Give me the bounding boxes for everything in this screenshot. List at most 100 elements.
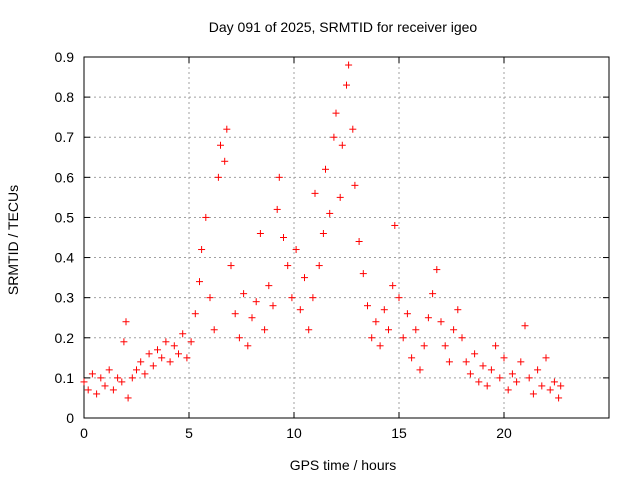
data-point [555, 394, 563, 402]
data-point [399, 334, 407, 342]
data-point [534, 366, 542, 374]
y-tick-label: 0.1 [55, 370, 75, 386]
data-point [445, 358, 453, 366]
data-point [385, 326, 392, 334]
data-point [351, 181, 359, 189]
data-point [128, 374, 136, 382]
data-point [221, 157, 229, 165]
y-tick-label: 0.6 [55, 169, 75, 185]
axis-ticks: 0 5 10 15 20 0 0.1 0.2 0.3 0.4 0.5 0.6 0.7 0.8 0.9 [55, 49, 609, 441]
x-axis-label: GPS time / hours [290, 457, 397, 473]
data-point [437, 318, 445, 326]
data-point [133, 366, 140, 374]
data-point [322, 165, 329, 173]
data-point [557, 382, 565, 390]
data-point [372, 318, 380, 326]
data-point [248, 314, 256, 322]
data-point [403, 310, 411, 318]
data-point [441, 342, 449, 350]
data-point [191, 310, 199, 318]
data-point [162, 338, 170, 346]
data-point [158, 354, 166, 362]
data-point [206, 294, 214, 302]
y-tick-label: 0.8 [55, 89, 75, 105]
data-point [380, 306, 388, 314]
data-point [529, 390, 537, 398]
data-point [122, 318, 130, 326]
data-point [462, 358, 470, 366]
data-point [84, 386, 92, 394]
data-point [475, 378, 483, 386]
data-point [359, 270, 367, 278]
data-point [326, 209, 334, 217]
data-point [217, 141, 224, 149]
data-point [454, 306, 462, 314]
x-tick-label: 20 [496, 425, 512, 441]
data-point [296, 306, 304, 314]
data-point [145, 350, 153, 358]
data-point [170, 342, 178, 350]
data-point [412, 326, 420, 334]
data-point [508, 370, 516, 378]
data-point [97, 374, 105, 382]
data-point [343, 81, 350, 89]
data-point [309, 294, 317, 302]
data-point [492, 342, 500, 350]
data-point [227, 262, 235, 270]
data-point [261, 326, 269, 334]
data-point [252, 298, 260, 306]
data-point [336, 193, 344, 201]
data-point [496, 374, 504, 382]
data-point [466, 370, 474, 378]
data-point [196, 278, 203, 286]
data-point [120, 338, 128, 346]
data-point [202, 213, 210, 221]
y-tick-label: 0.4 [55, 250, 75, 266]
data-point [408, 354, 416, 362]
data-point [269, 302, 277, 310]
data-point [338, 141, 346, 149]
data-point [479, 362, 487, 370]
y-tick-label: 0.3 [55, 290, 75, 306]
data-point [483, 382, 491, 390]
data-point [183, 354, 191, 362]
data-point [330, 133, 338, 141]
y-tick-label: 0.9 [55, 49, 75, 65]
data-point [80, 378, 88, 386]
data-point [223, 125, 231, 133]
data-point [235, 334, 243, 342]
data-point [149, 362, 157, 370]
data-point [538, 382, 546, 390]
data-point [284, 262, 292, 270]
x-tick-label: 5 [185, 425, 193, 441]
y-tick-label: 0.2 [55, 330, 75, 346]
chart-title: Day 091 of 2025, SRMTID for receiver ige… [209, 19, 478, 35]
x-tick-label: 10 [286, 425, 302, 441]
data-point [311, 189, 319, 197]
data-point [376, 342, 384, 350]
data-point [105, 366, 113, 374]
data-point [231, 310, 239, 318]
data-point [280, 234, 287, 241]
data-point [458, 334, 466, 342]
data-point [109, 386, 117, 394]
data-point [198, 246, 206, 254]
data-point [471, 350, 479, 358]
data-point [345, 61, 353, 69]
data-point [240, 290, 248, 298]
data-point [513, 378, 521, 386]
data-point [429, 290, 437, 298]
y-tick-label: 0 [66, 410, 74, 426]
data-point [265, 282, 273, 290]
data-point [517, 358, 525, 366]
data-point [175, 350, 182, 358]
data-point [256, 229, 264, 237]
data-point [389, 282, 397, 290]
data-points [80, 61, 565, 402]
x-tick-label: 15 [391, 425, 407, 441]
data-point [166, 358, 174, 366]
data-point [124, 394, 132, 402]
data-point [137, 358, 145, 366]
data-point [315, 262, 323, 270]
